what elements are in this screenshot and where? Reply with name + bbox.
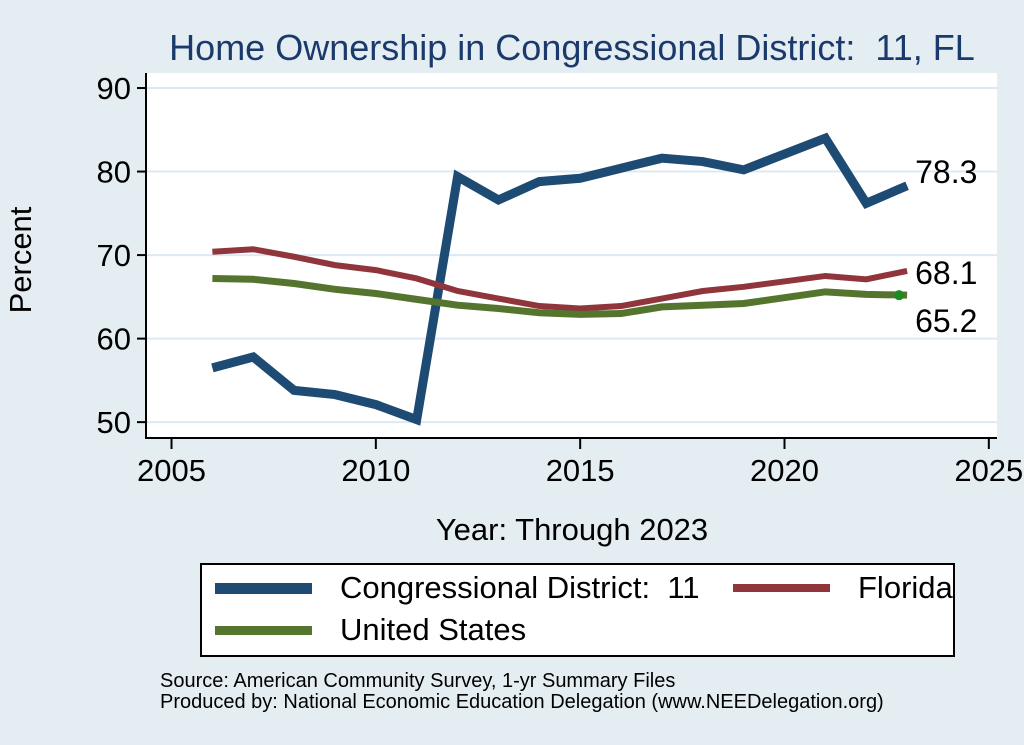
- series-line-0: [211, 132, 909, 426]
- legend-label-us: United States: [340, 612, 527, 647]
- y-tick-label: 60: [97, 322, 131, 357]
- producer-line: Produced by: National Economic Education…: [160, 691, 884, 713]
- chart-title: Home Ownership in Congressional District…: [169, 27, 975, 68]
- end-value-label: 78.3: [915, 154, 977, 190]
- florida-line-swatch: [733, 584, 830, 592]
- x-axis-title: Year: Through 2023: [435, 512, 709, 547]
- legend-item-us: United States: [215, 609, 526, 651]
- x-tick-label: 2015: [546, 453, 615, 488]
- y-tick-label: 50: [97, 405, 131, 440]
- legend-label-district: Congressional District: 11: [340, 570, 700, 605]
- source-line: Source: American Community Survey, 1-yr …: [160, 670, 676, 692]
- series-end-marker: [894, 290, 905, 301]
- legend-row: United States: [202, 609, 953, 651]
- x-tick-label: 2025: [954, 453, 1023, 488]
- y-tick-label: 80: [97, 155, 131, 190]
- source-note: Source: American Community Survey, 1-yr …: [160, 671, 1000, 713]
- y-tick-label: 90: [97, 71, 131, 106]
- end-value-label: 65.2: [915, 303, 977, 339]
- us-line-swatch: [215, 625, 312, 635]
- x-tick-label: 2005: [137, 453, 206, 488]
- x-tick-label: 2020: [750, 453, 819, 488]
- legend-item-florida: Florida: [733, 567, 953, 609]
- end-value-label: 68.1: [915, 255, 977, 291]
- legend-item-district: Congressional District: 11: [215, 567, 700, 609]
- series-line-1: [212, 246, 908, 312]
- legend-label-florida: Florida: [858, 570, 953, 605]
- series-line-2: [212, 274, 908, 318]
- chart-legend: Congressional District: 11 Florida Unite…: [200, 563, 955, 657]
- x-tick-label: 2010: [341, 453, 410, 488]
- district-line-swatch: [215, 582, 312, 594]
- legend-row: Congressional District: 11 Florida: [202, 567, 953, 609]
- y-tick-label: 70: [97, 238, 131, 273]
